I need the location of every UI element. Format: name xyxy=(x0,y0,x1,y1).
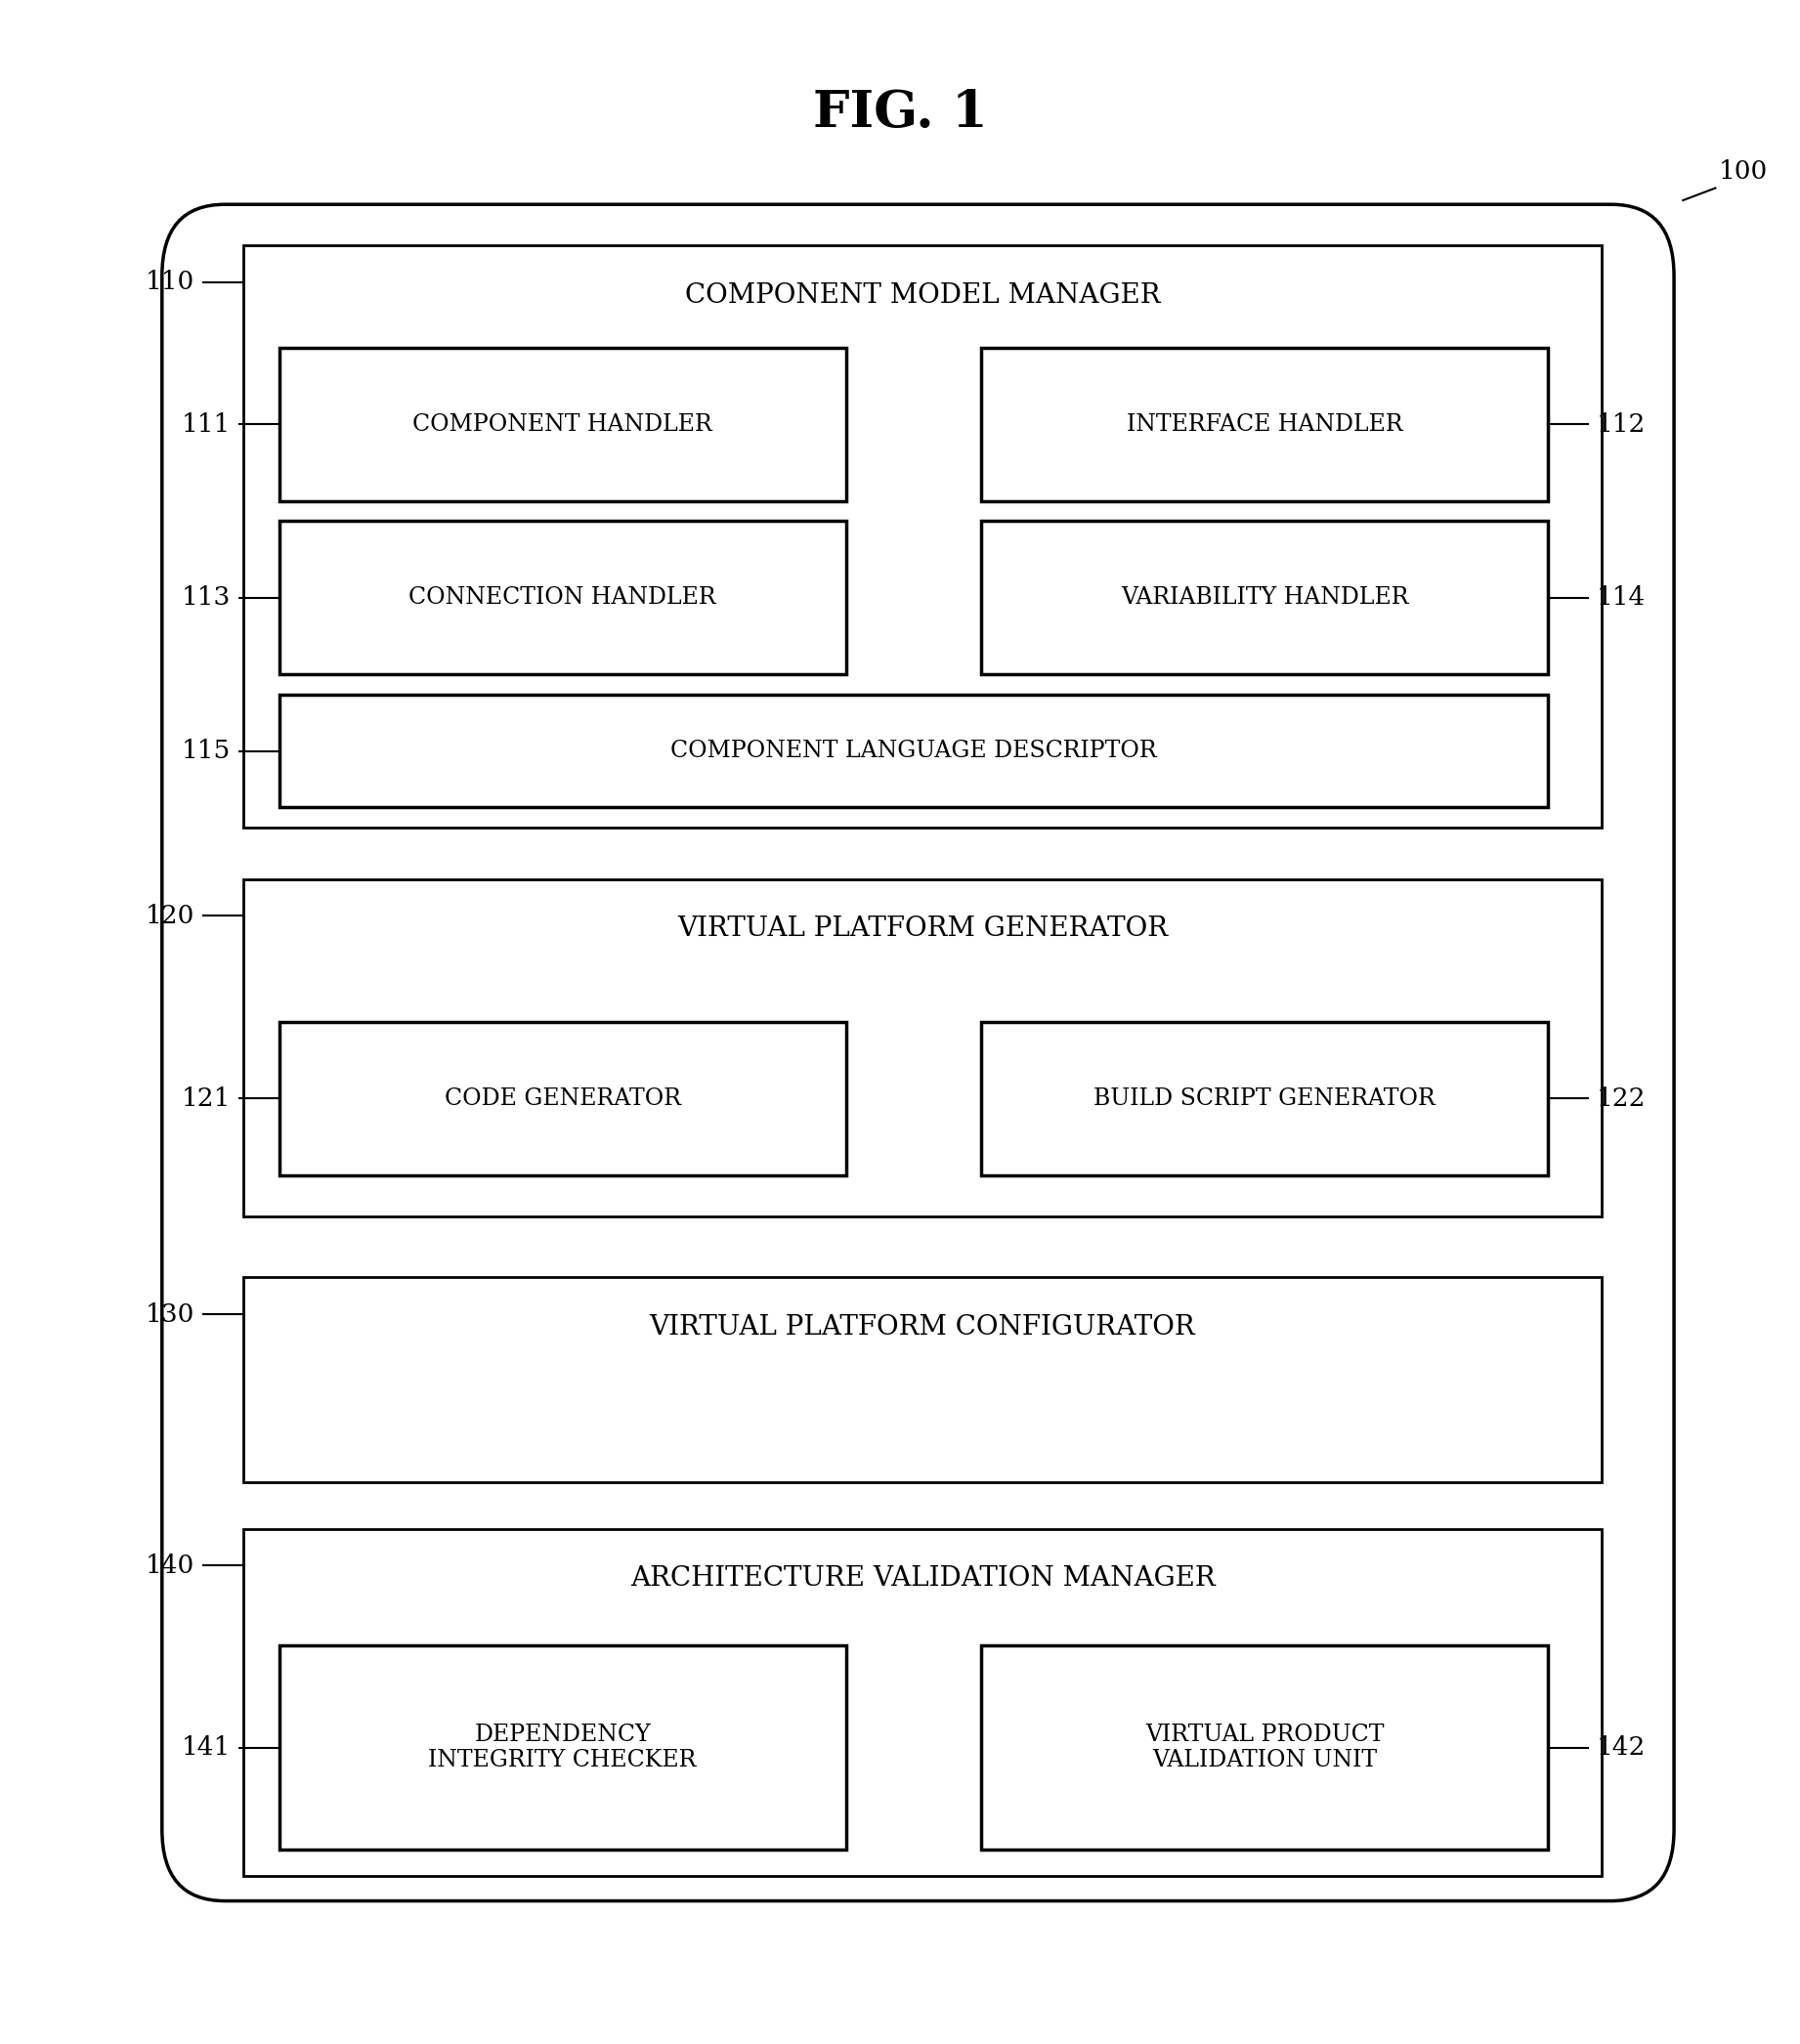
Text: BUILD SCRIPT GENERATOR: BUILD SCRIPT GENERATOR xyxy=(1094,1087,1435,1110)
Text: 141: 141 xyxy=(182,1735,230,1760)
Text: 142: 142 xyxy=(1597,1735,1645,1760)
Bar xyxy=(981,1645,1548,1850)
Text: COMPONENT HANDLER: COMPONENT HANDLER xyxy=(412,413,713,435)
Bar xyxy=(279,695,1548,807)
Text: VARIABILITY HANDLER: VARIABILITY HANDLER xyxy=(1121,587,1408,609)
Bar xyxy=(243,245,1602,828)
Text: VIRTUAL PLATFORM GENERATOR: VIRTUAL PLATFORM GENERATOR xyxy=(677,916,1168,942)
Text: 120: 120 xyxy=(146,903,194,928)
Text: 111: 111 xyxy=(182,413,230,435)
Bar xyxy=(981,347,1548,501)
Bar xyxy=(243,879,1602,1216)
Text: CODE GENERATOR: CODE GENERATOR xyxy=(445,1087,680,1110)
Text: 140: 140 xyxy=(146,1553,194,1578)
Bar xyxy=(279,347,846,501)
Text: 121: 121 xyxy=(182,1087,230,1110)
Bar xyxy=(243,1278,1602,1482)
Bar xyxy=(279,1645,846,1850)
Text: ARCHITECTURE VALIDATION MANAGER: ARCHITECTURE VALIDATION MANAGER xyxy=(630,1566,1215,1592)
Text: 100: 100 xyxy=(1719,159,1768,184)
Text: 110: 110 xyxy=(146,270,194,294)
Text: 115: 115 xyxy=(182,740,230,762)
FancyBboxPatch shape xyxy=(162,204,1674,1901)
Bar xyxy=(981,1022,1548,1175)
Text: COMPONENT MODEL MANAGER: COMPONENT MODEL MANAGER xyxy=(684,282,1161,309)
Text: INTERFACE HANDLER: INTERFACE HANDLER xyxy=(1127,413,1402,435)
Text: VIRTUAL PRODUCT
VALIDATION UNIT: VIRTUAL PRODUCT VALIDATION UNIT xyxy=(1145,1723,1384,1772)
Text: 113: 113 xyxy=(182,587,230,609)
Text: VIRTUAL PLATFORM CONFIGURATOR: VIRTUAL PLATFORM CONFIGURATOR xyxy=(650,1314,1195,1341)
Text: 130: 130 xyxy=(146,1302,194,1327)
Bar xyxy=(279,521,846,675)
Text: COMPONENT LANGUAGE DESCRIPTOR: COMPONENT LANGUAGE DESCRIPTOR xyxy=(670,740,1157,762)
Bar xyxy=(279,1022,846,1175)
Text: 112: 112 xyxy=(1597,413,1645,435)
Text: DEPENDENCY
INTEGRITY CHECKER: DEPENDENCY INTEGRITY CHECKER xyxy=(428,1723,697,1772)
Text: 122: 122 xyxy=(1597,1087,1645,1110)
Text: CONNECTION HANDLER: CONNECTION HANDLER xyxy=(409,587,716,609)
Bar xyxy=(243,1529,1602,1876)
Bar xyxy=(981,521,1548,675)
Text: 114: 114 xyxy=(1597,587,1645,609)
Text: FIG. 1: FIG. 1 xyxy=(812,88,988,137)
